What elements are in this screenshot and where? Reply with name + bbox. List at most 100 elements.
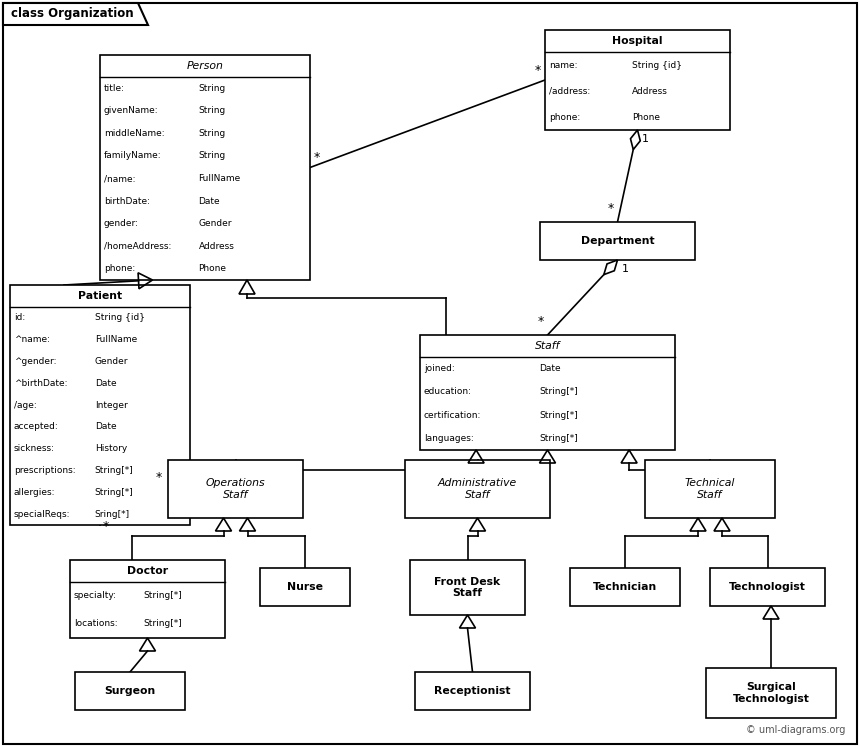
Text: accepted:: accepted:: [14, 422, 58, 432]
Text: Gender: Gender: [199, 219, 232, 228]
Text: phone:: phone:: [549, 113, 581, 122]
Text: middleName:: middleName:: [104, 129, 164, 138]
Text: Department: Department: [580, 236, 654, 246]
Text: FullName: FullName: [95, 335, 137, 344]
Text: Date: Date: [199, 196, 220, 205]
Bar: [545, 30, 730, 130]
Text: String: String: [199, 84, 226, 93]
Bar: [405, 460, 550, 518]
Text: *: *: [538, 315, 544, 328]
Bar: [70, 560, 225, 638]
Text: sickness:: sickness:: [14, 444, 55, 453]
Text: Address: Address: [199, 242, 235, 251]
Text: Receptionist: Receptionist: [434, 686, 511, 696]
Text: Staff: Staff: [535, 341, 560, 351]
Bar: [168, 460, 303, 518]
Text: phone:: phone:: [104, 264, 135, 273]
Bar: [100, 55, 310, 280]
Text: Hospital: Hospital: [612, 36, 663, 46]
Bar: [75, 672, 185, 710]
Text: Person: Person: [187, 61, 224, 71]
Text: *: *: [535, 64, 541, 77]
Text: ^birthDate:: ^birthDate:: [14, 379, 67, 388]
Text: Phone: Phone: [632, 113, 660, 122]
Text: ^gender:: ^gender:: [14, 357, 57, 366]
Bar: [420, 335, 675, 450]
Text: prescriptions:: prescriptions:: [14, 466, 76, 475]
Text: Administrative
Staff: Administrative Staff: [438, 478, 517, 500]
Text: locations:: locations:: [74, 619, 118, 628]
Text: Technician: Technician: [593, 582, 657, 592]
Bar: [710, 568, 825, 606]
Text: Phone: Phone: [199, 264, 226, 273]
Text: Technologist: Technologist: [729, 582, 806, 592]
Text: String[*]: String[*]: [539, 411, 578, 420]
Text: Doctor: Doctor: [127, 566, 168, 576]
Text: String: String: [199, 106, 226, 115]
Text: *: *: [314, 152, 320, 164]
Text: allergies:: allergies:: [14, 488, 56, 497]
Text: String: String: [199, 152, 226, 161]
Text: String {id}: String {id}: [632, 61, 682, 69]
Text: String {id}: String {id}: [95, 314, 144, 323]
Text: String[*]: String[*]: [95, 466, 133, 475]
Text: languages:: languages:: [424, 434, 474, 443]
Bar: [410, 560, 525, 615]
Bar: [415, 672, 530, 710]
Text: Gender: Gender: [95, 357, 128, 366]
Text: title:: title:: [104, 84, 125, 93]
Polygon shape: [604, 260, 617, 275]
Text: /age:: /age:: [14, 400, 37, 409]
Text: © uml-diagrams.org: © uml-diagrams.org: [746, 725, 845, 735]
Text: Date: Date: [95, 422, 116, 432]
Text: *: *: [607, 202, 614, 215]
Text: givenName:: givenName:: [104, 106, 158, 115]
Text: String[*]: String[*]: [539, 434, 578, 443]
Text: joined:: joined:: [424, 364, 455, 373]
Bar: [570, 568, 680, 606]
Text: class Organization: class Organization: [10, 7, 133, 20]
Text: String[*]: String[*]: [95, 488, 133, 497]
Bar: [260, 568, 350, 606]
Text: familyName:: familyName:: [104, 152, 162, 161]
Bar: [540, 222, 695, 260]
Text: /name:: /name:: [104, 174, 136, 183]
Text: Integer: Integer: [95, 400, 127, 409]
Text: Front Desk
Staff: Front Desk Staff: [434, 577, 501, 598]
Text: 1: 1: [642, 134, 648, 144]
Text: *: *: [103, 520, 109, 533]
Text: education:: education:: [424, 388, 472, 397]
Text: Patient: Patient: [78, 291, 122, 301]
Text: String[*]: String[*]: [144, 592, 182, 601]
Text: Date: Date: [95, 379, 116, 388]
Text: FullName: FullName: [199, 174, 241, 183]
Text: ^name:: ^name:: [14, 335, 50, 344]
Text: Address: Address: [632, 87, 668, 96]
Polygon shape: [3, 3, 148, 25]
Text: id:: id:: [14, 314, 25, 323]
Text: /address:: /address:: [549, 87, 590, 96]
Text: History: History: [95, 444, 127, 453]
Text: *: *: [156, 471, 163, 484]
Polygon shape: [630, 130, 640, 149]
Text: certification:: certification:: [424, 411, 482, 420]
Text: String[*]: String[*]: [144, 619, 182, 628]
Text: specialty:: specialty:: [74, 592, 117, 601]
Text: Sring[*]: Sring[*]: [95, 509, 130, 518]
Bar: [645, 460, 775, 518]
Text: gender:: gender:: [104, 219, 139, 228]
Text: String: String: [199, 129, 226, 138]
Text: Nurse: Nurse: [287, 582, 323, 592]
Text: birthDate:: birthDate:: [104, 196, 150, 205]
Text: /homeAddress:: /homeAddress:: [104, 242, 171, 251]
Text: name:: name:: [549, 61, 578, 69]
Text: Surgeon: Surgeon: [104, 686, 156, 696]
Text: specialReqs:: specialReqs:: [14, 509, 71, 518]
Bar: [706, 668, 836, 718]
Text: Technical
Staff: Technical Staff: [685, 478, 735, 500]
Bar: [10, 285, 190, 525]
Text: Date: Date: [539, 364, 561, 373]
Text: 1: 1: [622, 264, 629, 274]
Text: Surgical
Technologist: Surgical Technologist: [733, 682, 809, 704]
Text: String[*]: String[*]: [539, 388, 578, 397]
